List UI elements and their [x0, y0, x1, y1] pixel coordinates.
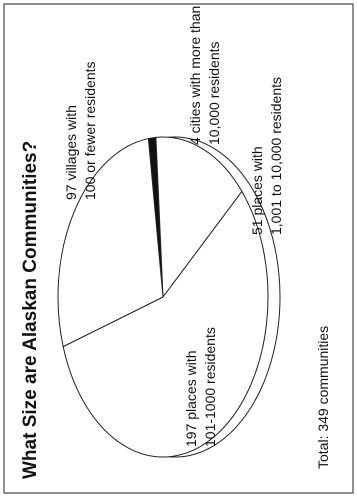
pie-slice — [155, 136, 243, 299]
total-note: Total: 349 communities — [315, 326, 331, 469]
pie-slice — [62, 190, 269, 458]
chart-title: What Size are Alaskan Communities? — [20, 141, 41, 479]
pie-slice — [57, 137, 164, 348]
rotated-chart: What Size are Alaskan Communities? Total… — [20, 6, 331, 479]
slice-label: 51 places with 1,001 to 10,000 residents — [249, 77, 284, 235]
slice-label: 4 cities with more than 10,000 residents — [187, 6, 222, 145]
frame — [3, 3, 354, 494]
slice-label: 197 places with 101-1000 residents — [183, 327, 218, 447]
slice-label: 97 villages with 100 or fewer residents — [63, 61, 98, 200]
